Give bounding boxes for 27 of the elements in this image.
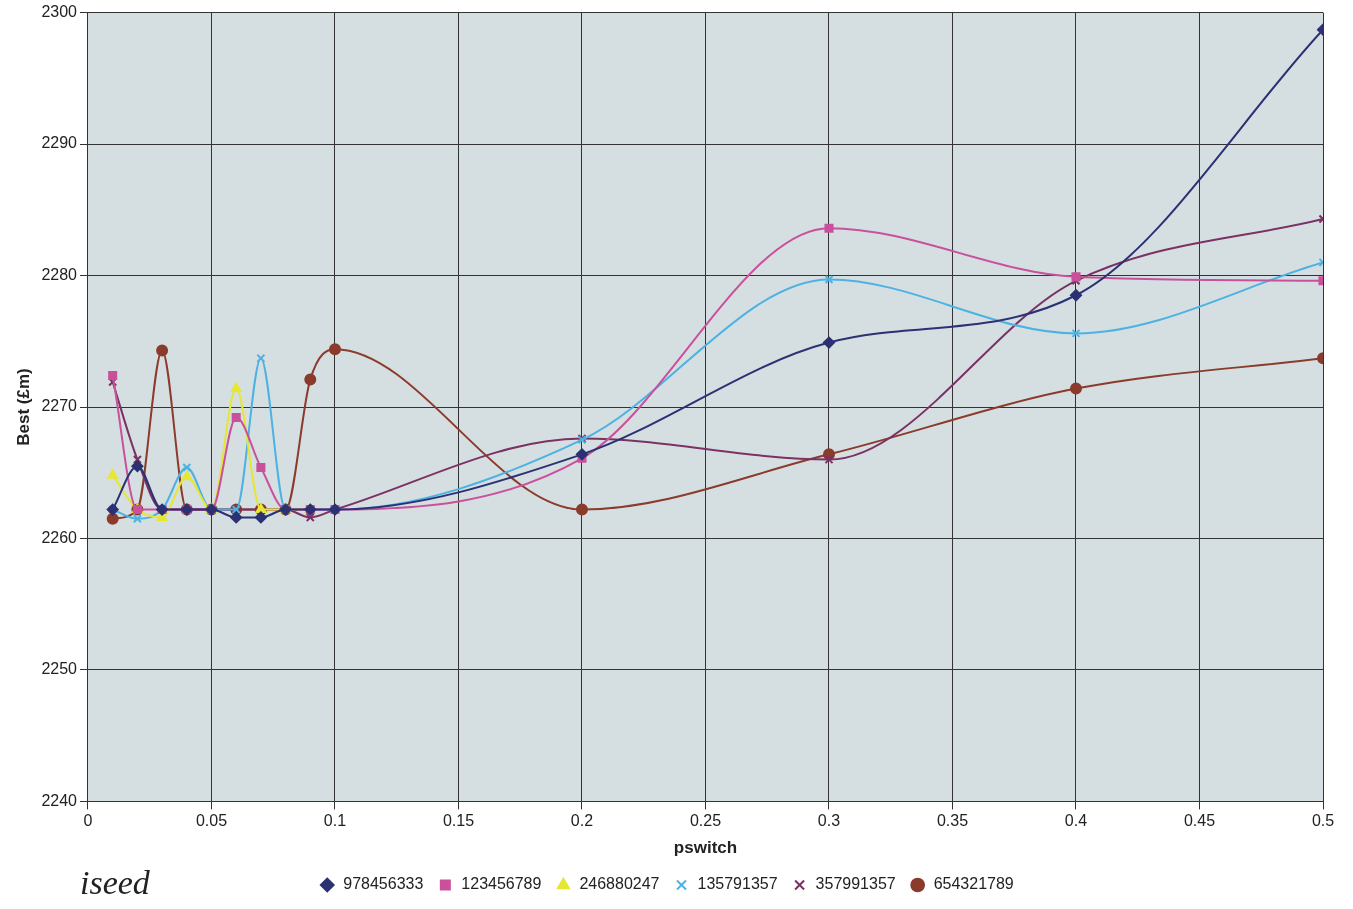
y-axis-title: Best (£m) — [13, 368, 33, 446]
legend-label: 654321789 — [933, 875, 1014, 893]
legend-label: 978456333 — [343, 875, 424, 893]
legend-label: 123456789 — [461, 875, 542, 893]
legend-label: 135791357 — [697, 875, 778, 893]
x-tick-label: 0.2 — [570, 812, 594, 830]
x-tick-label: 0 — [83, 812, 93, 830]
x-tick-label: 0.15 — [442, 812, 475, 830]
y-tick-label: 2280 — [41, 265, 78, 283]
x-axis-title: pswitch — [673, 838, 738, 858]
x-tick-label: 0.1 — [323, 812, 347, 830]
legend-label: 246880247 — [579, 875, 660, 893]
legend-label: 357991357 — [815, 875, 896, 893]
y-tick-label: 2270 — [41, 397, 78, 415]
y-tick-label: 2290 — [41, 134, 78, 152]
x-tick-label: 0.45 — [1183, 812, 1216, 830]
y-tick-label: 2240 — [41, 791, 78, 809]
x-tick-label: 0.25 — [689, 812, 722, 830]
legend-title: iseed — [80, 864, 150, 902]
y-tick-label: 2300 — [41, 3, 78, 21]
y-tick-label: 2260 — [41, 528, 78, 546]
x-tick-label: 0.35 — [936, 812, 969, 830]
y-tick-label: 2250 — [41, 660, 78, 678]
x-tick-label: 0.05 — [195, 812, 228, 830]
x-tick-label: 0.5 — [1311, 812, 1335, 830]
x-tick-label: 0.3 — [817, 812, 841, 830]
x-tick-label: 0.4 — [1064, 812, 1088, 830]
